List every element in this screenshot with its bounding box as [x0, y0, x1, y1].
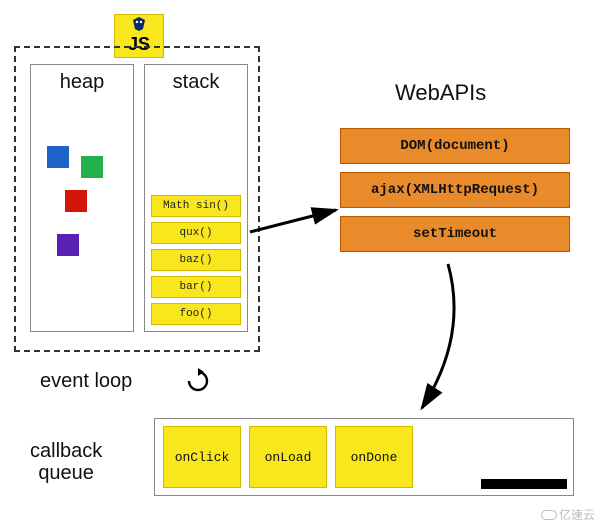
- callback-item: onLoad: [249, 426, 327, 488]
- callback-queue-label: callback queue: [30, 440, 102, 484]
- watermark: 亿速云: [541, 506, 595, 523]
- cbq-label-line2: queue: [38, 462, 94, 484]
- event-loop-icon: [184, 368, 212, 392]
- callback-item: onDone: [335, 426, 413, 488]
- arrow2-path: [422, 264, 454, 408]
- watermark-text: 亿速云: [559, 506, 595, 523]
- cursor-bar: [481, 479, 567, 489]
- callback-item: onClick: [163, 426, 241, 488]
- cbq-label-line1: callback: [30, 440, 102, 462]
- cloud-icon: [541, 510, 557, 520]
- event-loop-label: event loop: [40, 370, 132, 393]
- callback-queue-box: onClickonLoadonDone: [154, 418, 574, 496]
